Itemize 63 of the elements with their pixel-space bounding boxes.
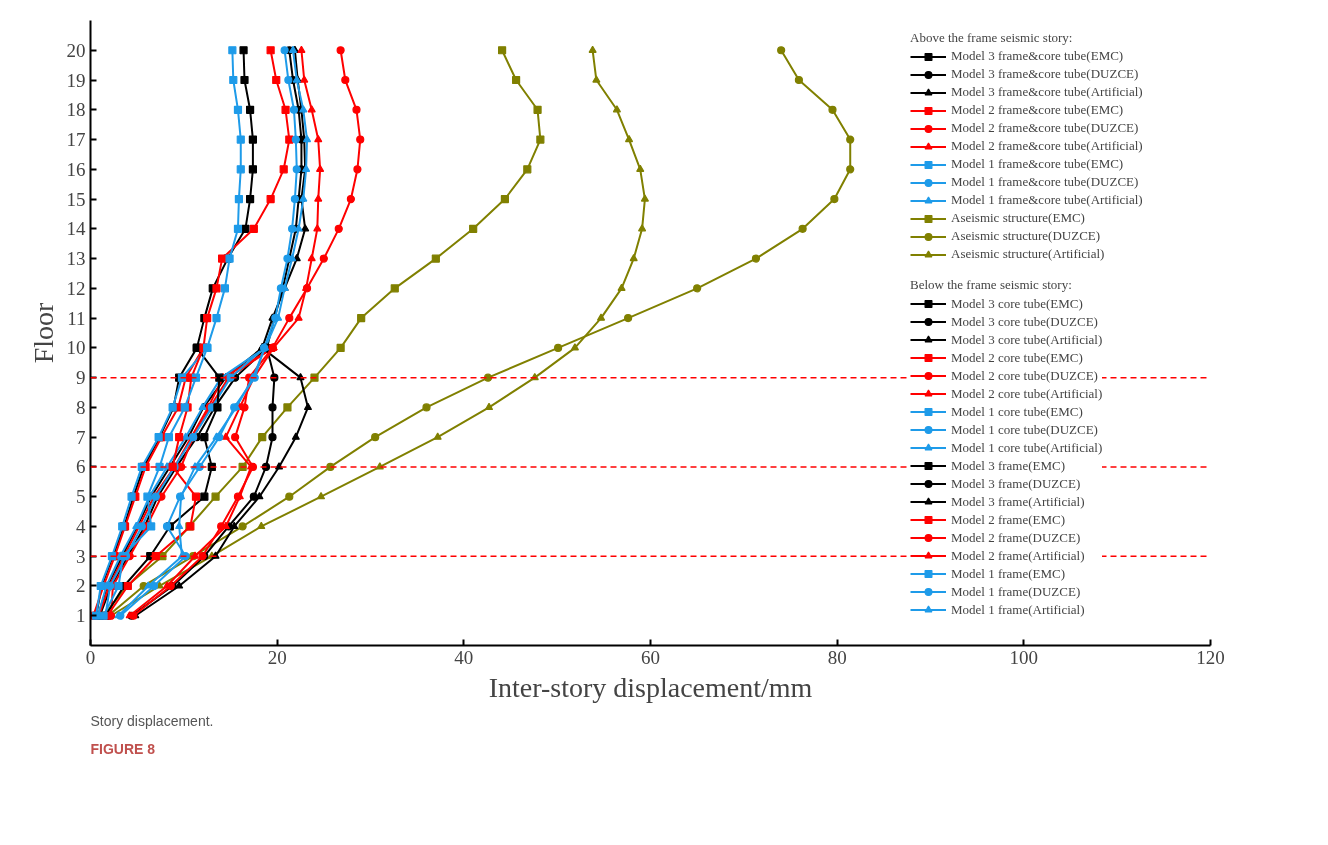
y-tick-label: 11 [67,307,86,329]
legend-label: Model 3 core tube(Artificial) [951,331,1103,349]
x-tick-label: 40 [454,646,474,668]
legend-label: Model 1 frame&core tube(Artificial) [951,191,1143,209]
legend-label: Model 2 frame(DUZCE) [951,529,1081,547]
legend-label: Model 2 frame(EMC) [951,511,1066,529]
legend-label: Model 2 core tube(Artificial) [951,385,1103,403]
legend-label: Model 1 frame(Artificial) [951,601,1085,619]
legend-label: Model 3 frame&core tube(EMC) [951,47,1124,65]
text: Story displacement. [90,712,214,729]
x-tick-label: 120 [1196,646,1225,668]
legend-label: Model 1 frame&core tube(DUZCE) [951,173,1139,191]
legend-label: Model 3 frame&core tube(DUZCE) [951,65,1139,83]
legend-label: Model 2 core tube(EMC) [951,349,1083,367]
y-tick-label: 14 [66,218,86,240]
legend-label: Model 3 frame(DUZCE) [951,475,1081,493]
y-tick-label: 8 [76,396,86,418]
x-axis-title: Inter-story displacement/mm [488,671,813,703]
legend-label: Model 1 core tube(Artificial) [951,439,1103,457]
y-tick-label: 15 [66,188,86,210]
x-tick-label: 80 [827,646,847,668]
y-tick-label: 1 [76,605,86,627]
legend-label: Model 3 frame&core tube(Artificial) [951,83,1143,101]
y-tick-label: 20 [66,39,86,61]
y-tick-label: 5 [76,486,86,508]
legend-label: Aseismic structure(EMC) [951,209,1085,227]
y-tick-label: 9 [76,367,86,389]
legend-label: Model 1 frame(DUZCE) [951,583,1081,601]
legend-label: Model 3 frame(EMC) [951,457,1066,475]
y-tick-label: 13 [66,248,86,270]
legend-label: Model 1 frame&core tube(EMC) [951,155,1124,173]
y-axis-title: Floor [27,301,59,364]
legend-label: Model 2 frame&core tube(Artificial) [951,137,1143,155]
y-tick-label: 10 [66,337,86,359]
x-tick-label: 100 [1009,646,1039,668]
legend-label: Aseismic structure(Artificial) [951,245,1105,263]
y-tick-label: 3 [76,545,86,567]
y-tick-label: 18 [66,99,86,121]
legend-label: Model 2 core tube(DUZCE) [951,367,1098,385]
legend-label: Model 2 frame&core tube(DUZCE) [951,119,1139,137]
y-tick-label: 4 [76,515,86,537]
annotation: Below the frame seismic story: [910,277,1073,294]
legend-label: Model 2 frame&core tube(EMC) [951,101,1124,119]
x-tick-label: 0 [85,646,96,668]
y-tick-label: 7 [76,426,86,448]
legend-label: Aseismic structure(DUZCE) [951,227,1101,245]
legend-label: Model 1 frame(EMC) [951,565,1066,583]
y-tick-label: 12 [66,277,86,299]
x-tick-label: 20 [267,646,287,668]
legend-label: Model 2 frame(Artificial) [951,547,1085,565]
legend-label: Model 3 core tube(EMC) [951,295,1083,313]
legend-label: Model 1 core tube(DUZCE) [951,421,1098,439]
y-tick-label: 19 [66,69,86,91]
y-tick-label: 17 [66,129,86,151]
y-tick-label: 2 [76,575,86,597]
x-tick-label: 60 [641,646,660,668]
legend-label: Model 3 core tube(DUZCE) [951,313,1098,331]
legend-label: Model 1 core tube(EMC) [951,403,1083,421]
y-tick-label: 6 [76,456,86,478]
annotation: Above the frame seismic story: [910,29,1074,46]
text: FIGURE 8 [90,740,156,757]
y-tick-label: 16 [66,158,86,180]
legend-label: Model 3 frame(Artificial) [951,493,1085,511]
